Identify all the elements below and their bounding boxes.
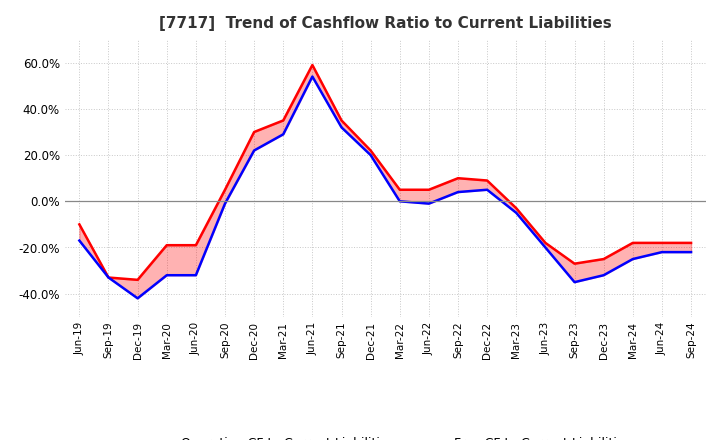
- Free CF to Current Liabilities: [657, 249, 666, 255]
- Operating CF to Current Liabilities: [570, 261, 579, 266]
- Operating CF to Current Liabilities: [75, 222, 84, 227]
- Free CF to Current Liabilities: [104, 275, 113, 280]
- Operating CF to Current Liabilities: [250, 129, 258, 135]
- Line: Operating CF to Current Liabilities: Operating CF to Current Liabilities: [79, 65, 691, 280]
- Operating CF to Current Liabilities: [541, 240, 550, 246]
- Operating CF to Current Liabilities: [133, 277, 142, 282]
- Free CF to Current Liabilities: [483, 187, 492, 192]
- Free CF to Current Liabilities: [512, 210, 521, 216]
- Line: Free CF to Current Liabilities: Free CF to Current Liabilities: [79, 77, 691, 298]
- Operating CF to Current Liabilities: [308, 62, 317, 68]
- Free CF to Current Liabilities: [308, 74, 317, 79]
- Operating CF to Current Liabilities: [366, 148, 375, 153]
- Operating CF to Current Liabilities: [687, 240, 696, 246]
- Operating CF to Current Liabilities: [425, 187, 433, 192]
- Free CF to Current Liabilities: [337, 125, 346, 130]
- Operating CF to Current Liabilities: [279, 118, 287, 123]
- Free CF to Current Liabilities: [629, 257, 637, 262]
- Operating CF to Current Liabilities: [657, 240, 666, 246]
- Free CF to Current Liabilities: [366, 152, 375, 158]
- Operating CF to Current Liabilities: [163, 242, 171, 248]
- Free CF to Current Liabilities: [599, 272, 608, 278]
- Free CF to Current Liabilities: [220, 201, 229, 206]
- Operating CF to Current Liabilities: [104, 275, 113, 280]
- Operating CF to Current Liabilities: [483, 178, 492, 183]
- Free CF to Current Liabilities: [279, 132, 287, 137]
- Operating CF to Current Liabilities: [454, 176, 462, 181]
- Free CF to Current Liabilities: [163, 272, 171, 278]
- Operating CF to Current Liabilities: [512, 205, 521, 211]
- Free CF to Current Liabilities: [75, 238, 84, 243]
- Free CF to Current Liabilities: [133, 296, 142, 301]
- Operating CF to Current Liabilities: [395, 187, 404, 192]
- Free CF to Current Liabilities: [454, 189, 462, 194]
- Operating CF to Current Liabilities: [192, 242, 200, 248]
- Free CF to Current Liabilities: [192, 272, 200, 278]
- Free CF to Current Liabilities: [425, 201, 433, 206]
- Operating CF to Current Liabilities: [629, 240, 637, 246]
- Operating CF to Current Liabilities: [599, 257, 608, 262]
- Free CF to Current Liabilities: [687, 249, 696, 255]
- Legend: Operating CF to Current Liabilities, Free CF to Current Liabilities: Operating CF to Current Liabilities, Fre…: [135, 432, 636, 440]
- Title: [7717]  Trend of Cashflow Ratio to Current Liabilities: [7717] Trend of Cashflow Ratio to Curren…: [159, 16, 611, 32]
- Free CF to Current Liabilities: [395, 198, 404, 204]
- Operating CF to Current Liabilities: [220, 187, 229, 192]
- Free CF to Current Liabilities: [570, 279, 579, 285]
- Free CF to Current Liabilities: [250, 148, 258, 153]
- Free CF to Current Liabilities: [541, 245, 550, 250]
- Operating CF to Current Liabilities: [337, 118, 346, 123]
